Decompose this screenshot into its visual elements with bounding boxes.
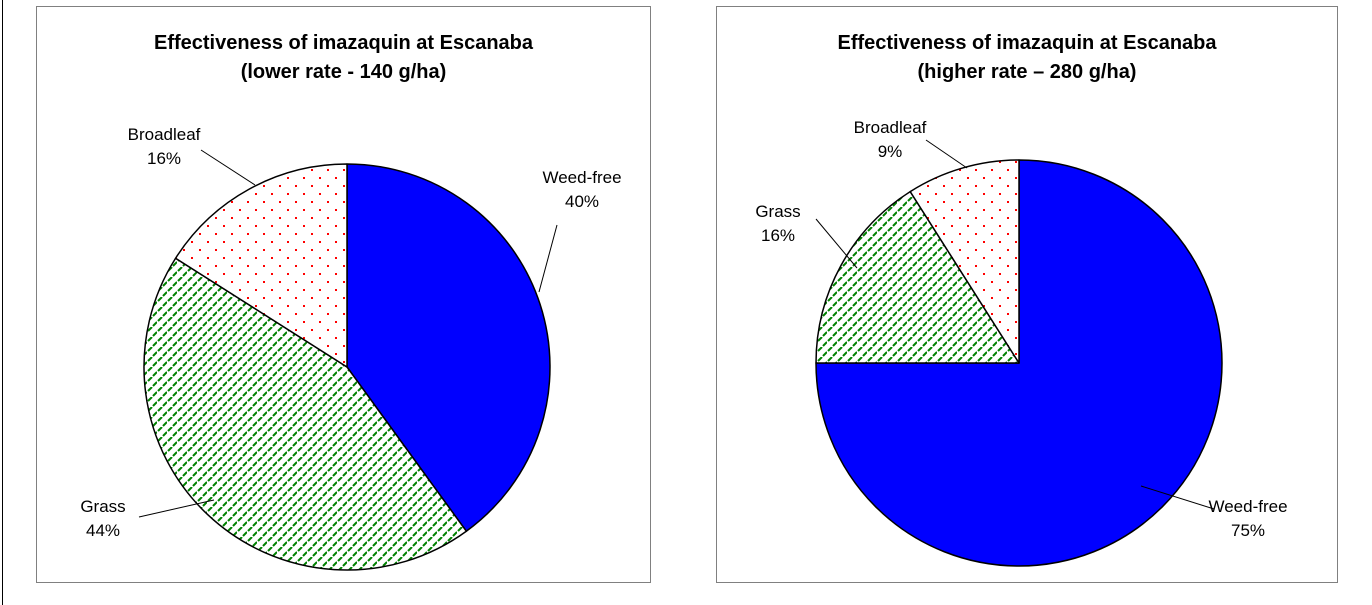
slice-label-broadleaf: Broadleaf [128, 125, 201, 144]
slice-percent-grass: 44% [86, 521, 120, 540]
chart-subtitle: (lower rate - 140 g/ha) [240, 61, 447, 83]
chart-title: Effectiveness of imazaquin at Escanaba [837, 32, 1217, 54]
pie-slice-broadleaf [909, 159, 1020, 364]
pie-slice-weed-free [346, 163, 551, 532]
leader-line-grass [138, 499, 215, 518]
slice-percent-broadleaf: 16% [147, 149, 181, 168]
pie-slice-grass [815, 190, 1020, 364]
chart-panel-higher-rate: Effectiveness of imazaquin at Escanaba (… [716, 6, 1338, 583]
slice-percent-broadleaf: 9% [878, 142, 903, 161]
chart-panel-lower-rate: Effectiveness of imazaquin at Escanaba (… [36, 6, 651, 583]
slice-percent-grass: 16% [761, 226, 795, 245]
pie-slice-broadleaf [174, 163, 348, 368]
chart-title-block: Effectiveness of imazaquin at Escanaba (… [37, 29, 650, 87]
chart-title-block: Effectiveness of imazaquin at Escanaba (… [717, 29, 1337, 87]
chart-subtitle: (higher rate – 280 g/ha) [917, 61, 1137, 83]
pie-slice-grass [143, 257, 468, 571]
left-border-rule [2, 0, 3, 605]
pie-chart-higher-rate: Weed-free 75% Grass 16% Broadleaf 9% [755, 118, 1288, 567]
pie-chart-lower-rate: Weed-free 40% Grass 44% Broadleaf 16% [80, 125, 622, 571]
slice-label-broadleaf: Broadleaf [854, 118, 927, 137]
chart-title: Effectiveness of imazaquin at Escanaba [153, 32, 534, 54]
slice-label-weed-free: Weed-free [542, 168, 621, 187]
leader-line-weed-free [538, 224, 558, 293]
slice-percent-weed-free: 40% [565, 192, 599, 211]
slice-label-weed-free: Weed-free [1208, 497, 1287, 516]
slice-label-grass: Grass [80, 497, 125, 516]
slice-label-grass: Grass [755, 202, 800, 221]
leader-line-weed-free [1140, 485, 1215, 510]
slice-percent-weed-free: 75% [1231, 521, 1265, 540]
leader-line-grass [815, 218, 858, 269]
leader-line-broadleaf [925, 139, 968, 169]
leader-line-broadleaf [200, 149, 256, 186]
